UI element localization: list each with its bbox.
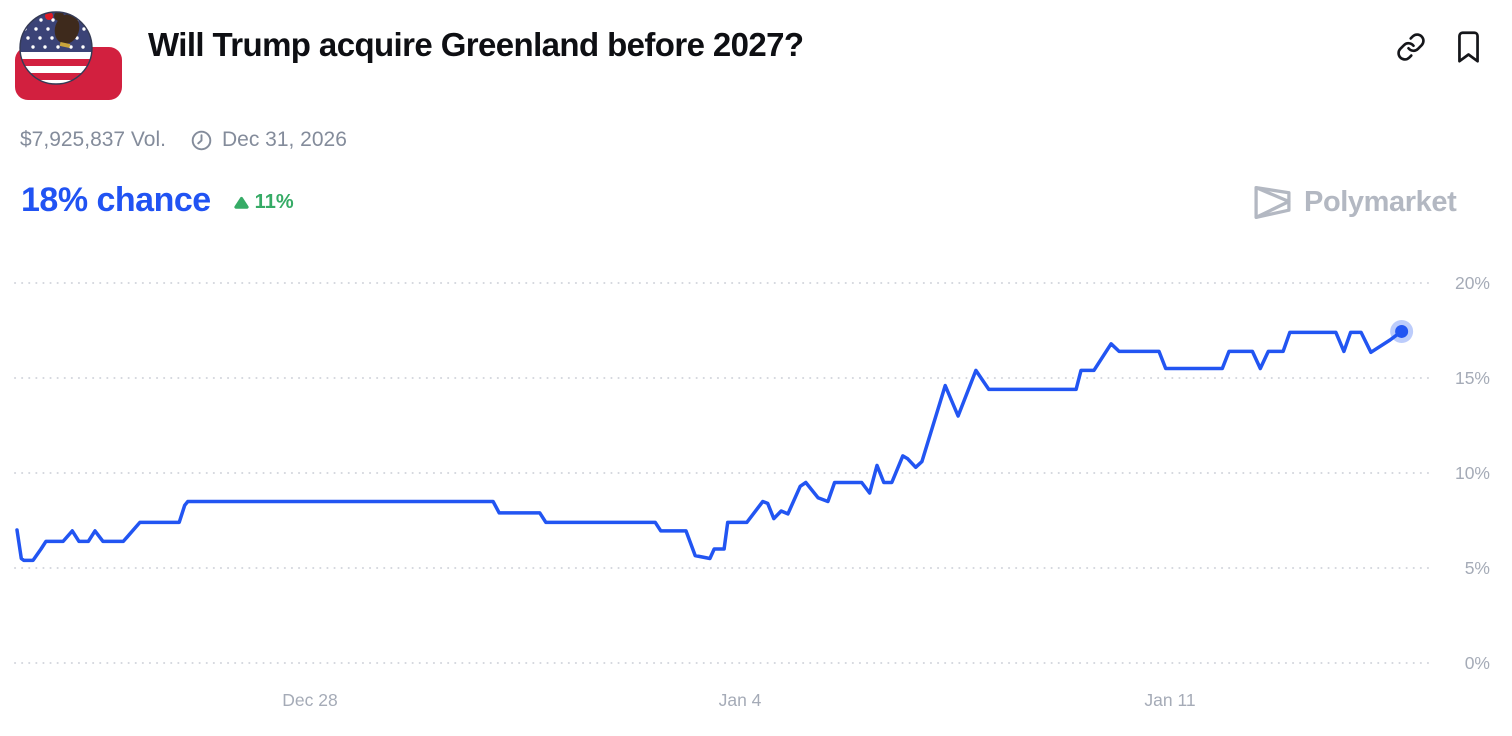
end-date-label: Dec 31, 2026: [221, 128, 347, 151]
y-tick-5%: 5%: [1465, 558, 1490, 578]
chance-change-value: 11%: [254, 191, 294, 213]
x-tick: Jan 11: [1144, 690, 1195, 710]
copy-link-button[interactable]: [1395, 30, 1427, 64]
y-tick-20%: 20%: [1455, 273, 1490, 293]
bookmark-icon: [1457, 31, 1479, 63]
polymarket-logo: Polymarket: [1252, 184, 1457, 221]
y-tick-15%: 15%: [1455, 368, 1490, 388]
chance-value: 18% chance: [21, 181, 211, 219]
volume-label: $7,925,837 Vol.: [20, 128, 166, 151]
polymarket-wordmark: Polymarket: [1304, 186, 1457, 218]
y-tick-10%: 10%: [1455, 463, 1490, 483]
y-tick-0%: 0%: [1465, 653, 1490, 673]
price-line: [15, 329, 1404, 563]
probability-chart[interactable]: 0% 5% 10% 15% 20% Dec 28 Jan 4 Jan 11: [0, 240, 1512, 736]
link-icon: [1397, 33, 1425, 61]
market-avatar: [15, 11, 122, 100]
page-title: Will Trump acquire Greenland before 2027…: [148, 26, 804, 63]
polymarket-mark-icon: [1252, 184, 1293, 221]
eagle-figure: [45, 12, 80, 48]
end-marker-dot: [1395, 324, 1409, 338]
x-tick: Dec 28: [282, 690, 337, 710]
chance-change-badge: 11%: [233, 191, 294, 214]
us-flag-circle: [20, 12, 92, 84]
up-triangle-icon: [233, 196, 250, 210]
chance-row: 18% chance 11%: [21, 181, 294, 220]
market-meta: $7,925,837 Vol. Dec 31, 2026: [20, 128, 347, 152]
clock-icon: [190, 129, 213, 152]
bookmark-button[interactable]: [1452, 30, 1484, 64]
x-tick: Jan 4: [719, 690, 762, 710]
